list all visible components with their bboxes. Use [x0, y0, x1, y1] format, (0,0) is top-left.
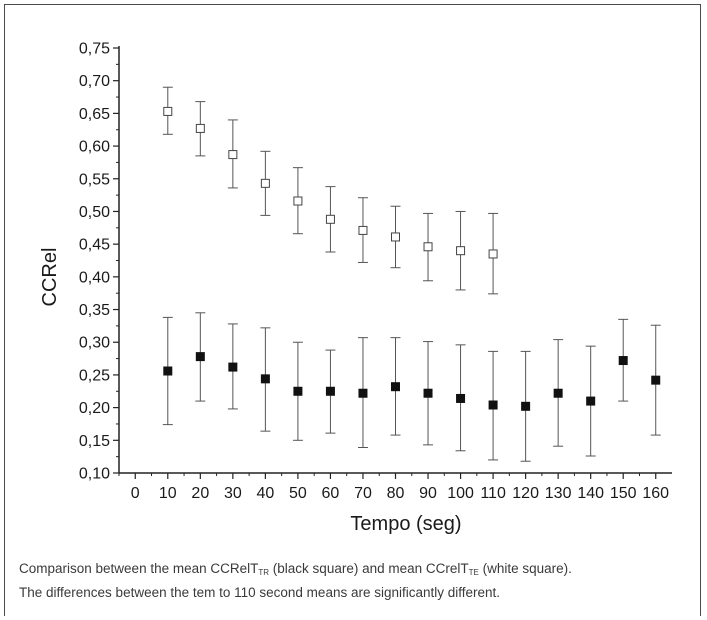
x-tick-label: 50 [289, 485, 307, 502]
filled-square-point [293, 386, 303, 396]
y-tick-label: 0,50 [79, 204, 110, 221]
y-tick-label: 0,30 [79, 335, 110, 352]
y-tick-label: 0,75 [79, 41, 110, 58]
x-tick-label: 20 [191, 485, 209, 502]
open-square-point [325, 214, 335, 224]
y-tick-label: 0,15 [79, 433, 110, 450]
filled-square-point [391, 382, 400, 392]
y-tick-label: 0,35 [79, 302, 110, 319]
chart: 0,10 0,15 0,20 0,25 0,30 0,35 0,40 0,45 0,50 0,55… [39, 41, 672, 535]
y-tick-label: 0,65 [79, 106, 110, 123]
y-axis-title: CCRel [39, 248, 61, 307]
x-tick-label: 140 [577, 485, 604, 502]
y-tick-label: 0,45 [79, 237, 110, 254]
x-tick-label: 60 [322, 485, 340, 502]
filled-square-point [195, 352, 205, 362]
open-square-point [195, 123, 205, 133]
x-axis-title: Tempo (seg) [350, 513, 461, 535]
plot-data [162, 86, 661, 462]
filled-square-point [618, 356, 628, 366]
x-tick-label: 30 [224, 485, 242, 502]
y-tick-label: 0,55 [79, 171, 110, 188]
x-tick-label: 100 [447, 485, 474, 502]
open-square-point [163, 106, 173, 116]
filled-square-point [325, 386, 335, 396]
filled-square-point [553, 388, 563, 398]
open-square-point [456, 246, 466, 256]
filled-square-point [423, 388, 433, 398]
open-square-point [228, 150, 238, 160]
x-tick-label: 110 [480, 485, 506, 502]
caption-subscript-1: TR [258, 568, 270, 577]
y-tick-label: 0,70 [79, 73, 110, 90]
x-tick-label: 160 [642, 485, 669, 502]
x-tick-label: 70 [354, 485, 372, 502]
filled-square-point [358, 388, 368, 398]
filled-square-point [586, 396, 596, 406]
x-tick-label: 150 [610, 485, 637, 502]
y-tick-label: 0,25 [79, 367, 110, 384]
y-tick-label: 0,60 [79, 139, 110, 156]
filled-square-point [456, 393, 466, 403]
open-square-point [391, 232, 400, 242]
x-tick-label: 10 [159, 485, 177, 502]
caption-line-1: Comparison between the mean CCRelTTR (bl… [19, 559, 699, 583]
caption-line-2: The differences between the tem to 110 s… [19, 585, 501, 600]
caption-text-3: (white square). [478, 561, 572, 576]
filled-square-point [260, 374, 270, 384]
figure-frame [4, 4, 701, 616]
x-tick-label: 120 [512, 485, 539, 502]
filled-square-point [488, 400, 498, 410]
y-tick-label: 0,40 [79, 269, 110, 286]
open-square-point [293, 196, 303, 206]
caption-text-1: Comparison between the mean CCRelT [19, 561, 259, 576]
x-tick-label: 40 [256, 485, 274, 502]
open-square-point [260, 178, 270, 188]
y-tick-label: 0,20 [79, 400, 110, 417]
x-tick-label: 80 [387, 485, 405, 502]
open-square-point [358, 225, 368, 235]
open-square-point [423, 242, 433, 252]
filled-square-point [163, 366, 173, 376]
caption-subscript-2: TE [468, 568, 479, 577]
x-tick-label: 90 [419, 485, 437, 502]
y-tick-label: 0,10 [79, 466, 110, 483]
x-tick-label: 130 [545, 485, 572, 502]
axes: 0,10 0,15 0,20 0,25 0,30 0,35 0,40 0,45 0,50 0,55… [79, 41, 672, 502]
open-square-point [488, 249, 498, 259]
filled-square-point [521, 401, 531, 411]
filled-square-point [651, 375, 661, 385]
caption-text-2: (black square) and mean CCrelT [269, 561, 469, 576]
x-tick-label: 0 [131, 485, 140, 502]
figure-caption: Comparison between the mean CCRelTTR (bl… [19, 559, 699, 603]
filled-square-point [228, 362, 238, 372]
